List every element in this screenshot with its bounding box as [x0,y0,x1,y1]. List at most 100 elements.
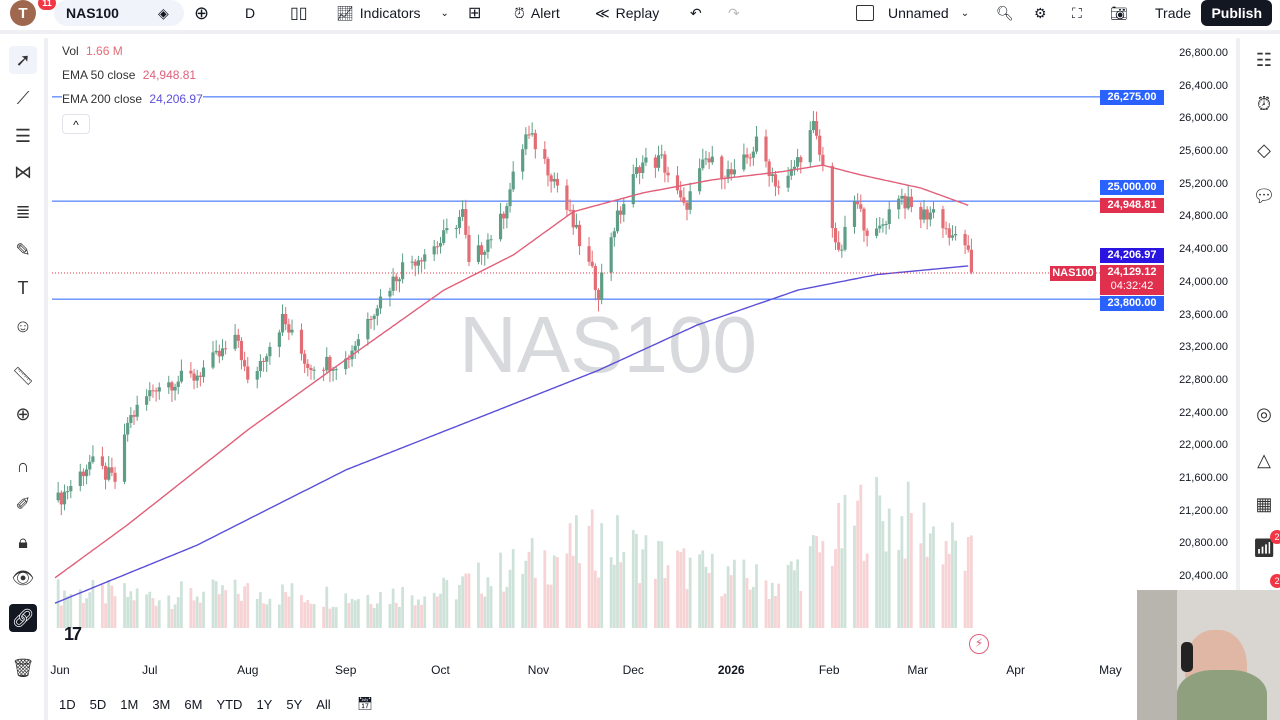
camera-icon[interactable]: 📷︎ [1110,4,1128,21]
triangle-icon[interactable]: △ [1257,449,1271,470]
volume-bar [170,608,174,628]
volume-bar [379,591,382,628]
volume-bar [906,481,910,628]
notifications-icon[interactable]: 2 [1250,574,1280,602]
volume-bar [265,604,269,628]
collapse-legend-button[interactable]: ^ [62,114,90,134]
brush-icon[interactable]: ✎ [15,239,31,260]
candle [865,230,869,236]
volume-bar [663,578,667,628]
eye-icon[interactable]: 👁︎ [11,567,35,588]
alert-button[interactable]: ⏰︎ Alert [514,4,560,22]
watchlist-icon[interactable]: ☷ [1255,49,1273,70]
symbol-search[interactable]: NAS100 [54,0,184,26]
chevron-down-icon[interactable]: ⌄ [440,7,449,19]
volume-bar [815,535,818,628]
text-icon[interactable]: T [17,277,29,298]
candle [701,159,705,169]
calendar-icon[interactable]: ▦ [1255,493,1273,514]
trend-line-icon[interactable]: ⟋ [16,87,30,108]
candle [189,370,193,374]
candle [748,157,752,159]
signal-icon[interactable]: 📶︎ 2 [1250,530,1280,562]
zoom-in-icon[interactable]: ⊕ [15,403,31,424]
volume-bar [483,596,487,628]
range-1y[interactable]: 1Y [256,696,273,712]
pattern-icon[interactable]: ⋈ [14,161,32,182]
range-1d[interactable]: 1D [59,696,76,712]
trade-button[interactable]: Trade [1155,5,1192,21]
indicators-icon: 📈︎ [336,4,354,21]
ema200-tag: 24,206.97 [1100,248,1164,263]
lightning-icon[interactable]: ⚡︎ [969,634,989,654]
volume-bar [527,551,531,628]
quick-search-icon[interactable]: 🔍︎ [996,4,1014,21]
link-icon[interactable]: 🔗︎ [9,604,37,632]
layers-icon[interactable]: ◇ [1257,139,1271,160]
candle [814,121,819,136]
candle [129,415,133,423]
candle [258,360,262,372]
redo-icon[interactable]: ↷ [728,4,740,21]
candle [334,369,338,371]
target-icon[interactable]: ◎ [1256,403,1272,424]
chat-icon[interactable]: 💬︎ [1252,185,1276,206]
indicators-button[interactable]: 📈︎ Indicators ⌄ [336,4,449,22]
price-chart[interactable]: NAS100 [0,0,1280,690]
fib-icon[interactable]: ≣ [15,201,31,222]
ruler-icon[interactable]: 📏︎ [11,365,35,386]
emoji-icon[interactable]: ☺ [13,315,33,336]
candle [236,334,240,341]
candle [524,134,528,150]
date-range-icon[interactable]: 📅︎ [356,696,374,711]
volume-bar [91,579,95,628]
undo-icon[interactable]: ↶ [690,4,702,21]
layout-button[interactable]: Unnamed ⌄ [856,0,969,26]
fullscreen-icon[interactable]: ⛶ [1072,4,1082,21]
avatar[interactable]: T 11 [10,0,56,26]
volume-bar [59,605,63,628]
range-5d[interactable]: 5D [89,696,107,712]
range-5y[interactable]: 5Y [286,696,303,712]
templates-icon[interactable]: ⊞ [468,5,482,22]
volume-bar [480,593,483,628]
chart-type-candles-icon[interactable]: ▯▯ [290,5,308,22]
range-ytd[interactable]: YTD [216,696,243,712]
volume-bar [954,540,957,628]
magnet-icon[interactable]: ∩ [16,455,30,476]
range-1m[interactable]: 1M [120,696,139,712]
candle [322,369,326,371]
alarm-clock-icon[interactable]: ⏰︎ [1256,93,1272,114]
candle [280,313,285,333]
candle [596,289,601,300]
compare-icon[interactable]: ◈ [158,4,169,21]
tradingview-logo[interactable]: 17 [64,624,82,644]
candle [132,415,136,417]
publish-button[interactable]: Publish [1201,0,1272,26]
lock-icon[interactable]: 🔒︎ [18,531,28,552]
trash-icon[interactable]: 🗑︎ [11,657,35,678]
settings-icon[interactable]: ⚙︎ [1034,4,1047,21]
horizontal-lines-icon[interactable]: ☰ [14,125,32,146]
legend-ema50[interactable]: EMA 50 close 24,948.81 [62,68,197,82]
price-tick: 22,800.00 [1179,373,1228,386]
range-3m[interactable]: 3M [152,696,171,712]
cursor-icon[interactable]: ➚ [9,46,37,74]
candle [419,260,424,262]
volume-bar [903,558,907,628]
add-symbol-icon[interactable]: ⊕ [194,2,210,23]
interval-button[interactable]: D [245,5,256,21]
candle [388,290,392,297]
volume-bar [593,570,597,628]
candle [243,360,247,367]
legend-volume[interactable]: Vol 1.66 M [62,44,123,58]
range-6m[interactable]: 6M [184,696,203,712]
replay-button[interactable]: ≪ Replay [595,4,660,22]
candle [682,197,686,203]
volume-bar [113,596,117,628]
lock-drawing-icon[interactable]: ✐ [15,493,31,514]
volume-bar [82,602,85,628]
legend-ema200[interactable]: EMA 200 close 24,206.97 [62,92,203,106]
range-all[interactable]: All [316,696,331,712]
candle [309,367,313,371]
